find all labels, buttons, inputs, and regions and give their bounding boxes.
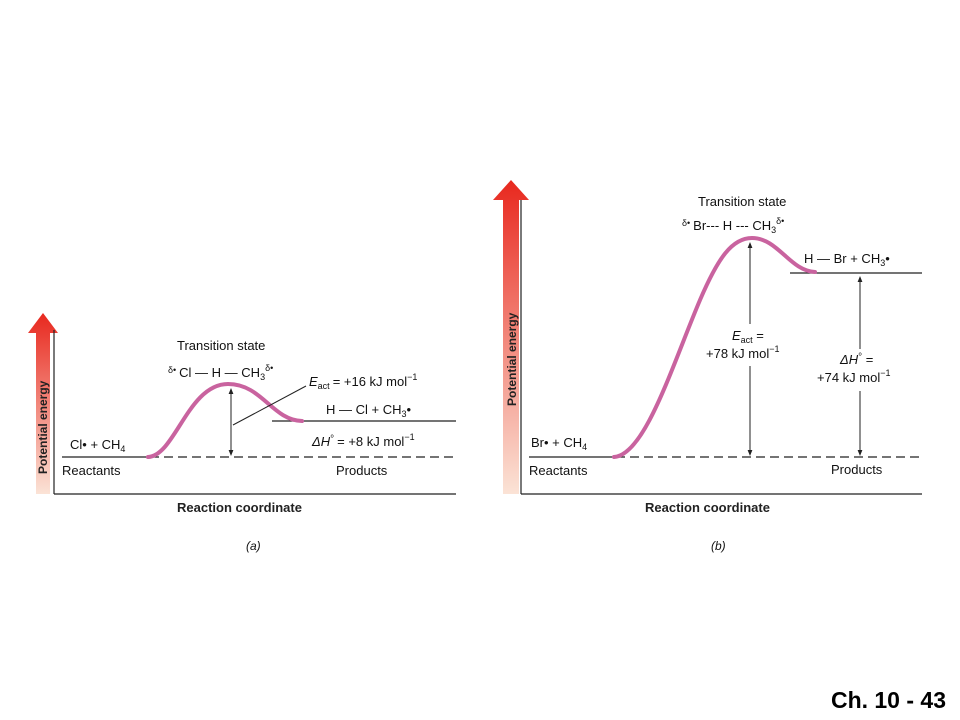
ts-formula-b: δ• Br--- H --- CH3δ•	[682, 216, 784, 235]
reactants-label-b: Reactants	[529, 463, 588, 478]
slide-footer: Ch. 10 - 43	[830, 687, 946, 713]
products-label-b: Products	[831, 462, 883, 477]
y-axis-label-b: Potential energy	[505, 312, 519, 406]
reactants-label-a: Reactants	[62, 463, 121, 478]
eact-label-b: Eact =	[732, 328, 764, 345]
potential-energy-arrow-b	[493, 180, 529, 494]
panel-a: Potential energy Transition state δ• Cl —…	[28, 313, 456, 553]
transition-state-label-b: Transition state	[698, 194, 786, 209]
products-label-a: Products	[336, 463, 388, 478]
eact-label-a: Eact = +16 kJ mol−1	[309, 372, 417, 391]
energy-curve-b	[612, 235, 817, 459]
products-species-b: H — Br + CH3•	[804, 251, 890, 268]
reactants-species-b: Br• + CH4	[531, 435, 587, 452]
x-axis-label-a: Reaction coordinate	[177, 500, 302, 515]
dh-value-b: +74 kJ mol−1	[817, 368, 891, 385]
panel-label-b: (b)	[711, 539, 726, 553]
potential-energy-arrow-a	[28, 313, 58, 494]
eact-value-b: +78 kJ mol−1	[706, 344, 780, 361]
dh-label-b: ΔH° =	[839, 352, 873, 367]
eact-leader-a	[232, 385, 307, 426]
products-species-a: H — Cl + CH3•	[326, 402, 412, 419]
panel-label-a: (a)	[246, 539, 261, 553]
y-axis-label-a: Potential energy	[36, 380, 50, 474]
ts-formula-a: δ• Cl — H — CH3δ•	[168, 363, 273, 382]
transition-state-label-a: Transition state	[177, 338, 265, 353]
panel-b: Potential energy Transition state δ• Br--…	[493, 180, 922, 553]
reactants-species-a: Cl• + CH4	[70, 437, 125, 454]
dh-label-a: ΔH° = +8 kJ mol−1	[311, 432, 415, 449]
energy-curve-a	[146, 381, 304, 459]
x-axis-label-b: Reaction coordinate	[645, 500, 770, 515]
